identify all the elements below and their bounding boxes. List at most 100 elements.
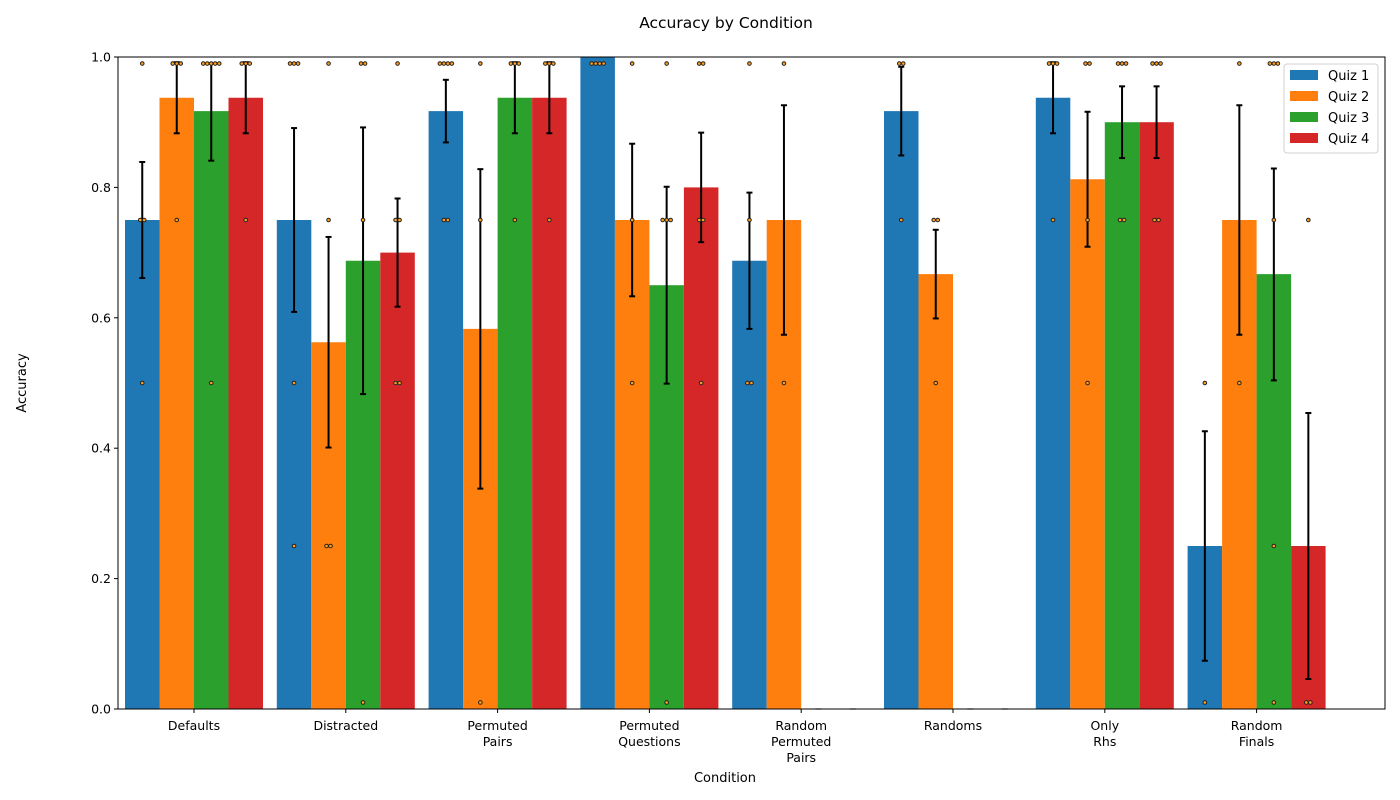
legend-swatch (1290, 91, 1318, 101)
data-point (935, 217, 941, 223)
data-point (395, 61, 400, 66)
data-point (1156, 217, 1161, 223)
data-point (287, 61, 293, 66)
x-tick-label: Defaults (168, 718, 220, 733)
data-point (1046, 61, 1052, 66)
data-point (178, 61, 184, 66)
data-point (139, 61, 145, 66)
x-tick-label: Permuted Pairs (467, 718, 527, 749)
data-point (664, 217, 669, 223)
bar (580, 57, 615, 709)
data-point (445, 61, 451, 66)
data-point (629, 61, 635, 66)
legend-swatch (1290, 70, 1318, 80)
data-point (326, 61, 331, 66)
legend-swatch (1290, 112, 1318, 122)
bar (918, 274, 953, 709)
plot-frame (117, 56, 1386, 710)
y-tick-label: 0.2 (91, 571, 111, 586)
data-point (326, 217, 331, 223)
data-point (441, 217, 447, 223)
data-point (208, 61, 214, 66)
y-tick-label: 0.8 (91, 180, 111, 195)
data-point (747, 217, 752, 223)
x-tick-label: Random Permuted Pairs (771, 718, 831, 765)
data-point (243, 61, 249, 66)
data-point (660, 217, 665, 223)
data-point (204, 61, 210, 66)
data-point (547, 217, 552, 223)
data-point (1150, 61, 1155, 66)
bar (228, 97, 263, 709)
data-point (696, 61, 702, 66)
data-point (397, 380, 402, 386)
data-point (1237, 61, 1242, 66)
bars-layer (125, 57, 1326, 710)
data-point (700, 217, 706, 223)
legend-box (1283, 63, 1379, 154)
x-tick-label: Random Finals (1231, 718, 1283, 749)
y-tick-label: 1.0 (91, 50, 111, 65)
y-tick-label: 0.4 (91, 441, 111, 456)
data-point (629, 217, 635, 223)
data-point (1085, 380, 1090, 386)
x-tick-label: Permuted Questions (618, 718, 680, 749)
data-point (445, 217, 451, 223)
data-point (362, 61, 368, 66)
bar (380, 252, 415, 709)
x-axis: Defaults Distracted Permuted Pairs Permuted Q… (168, 709, 1283, 765)
data-point (1271, 543, 1277, 549)
data-point (664, 61, 669, 66)
data-point (1202, 380, 1208, 386)
data-point (781, 380, 787, 386)
data-point (896, 61, 902, 66)
data-point (216, 61, 222, 66)
data-point (1050, 61, 1056, 66)
chart-title: Accuracy by Condition (639, 14, 813, 32)
data-point (781, 61, 787, 66)
data-point (700, 61, 706, 66)
data-point (1123, 61, 1129, 66)
data-point (696, 217, 702, 223)
data-point (449, 61, 455, 66)
data-point (174, 61, 180, 66)
data-point (1054, 61, 1060, 66)
data-point (1267, 61, 1273, 66)
y-tick-label: 0.6 (91, 310, 111, 325)
data-point (478, 700, 483, 705)
data-point (397, 217, 402, 223)
data-point (393, 380, 398, 386)
data-point (137, 217, 143, 223)
bar (194, 111, 229, 710)
data-point (1304, 700, 1309, 705)
data-point (1306, 217, 1311, 223)
data-point (291, 543, 297, 549)
data-point (551, 61, 556, 66)
y-tick-label: 0.0 (91, 702, 111, 717)
bar (125, 220, 160, 709)
data-point (1275, 61, 1281, 66)
data-point (1271, 700, 1277, 705)
data-point (1271, 61, 1277, 66)
data-point (1202, 700, 1208, 705)
data-point (516, 61, 522, 66)
data-point (745, 380, 750, 386)
data-point (1119, 61, 1125, 66)
data-point (597, 61, 602, 66)
data-point (1154, 61, 1159, 66)
legend: Quiz 1 Quiz 2 Quiz 3 Quiz 4 (1283, 63, 1379, 154)
data-point (328, 543, 333, 549)
data-point (747, 61, 752, 66)
data-point (360, 700, 366, 705)
x-tick-label: Randoms (924, 718, 982, 733)
data-point (900, 61, 906, 66)
bar (884, 111, 919, 710)
data-point (174, 217, 180, 223)
data-point (1085, 217, 1090, 223)
x-tick-label: Distracted (313, 718, 378, 733)
data-point (1117, 217, 1123, 223)
data-point (1308, 700, 1313, 705)
x-axis-label: Condition (694, 771, 756, 786)
data-point (508, 61, 514, 66)
